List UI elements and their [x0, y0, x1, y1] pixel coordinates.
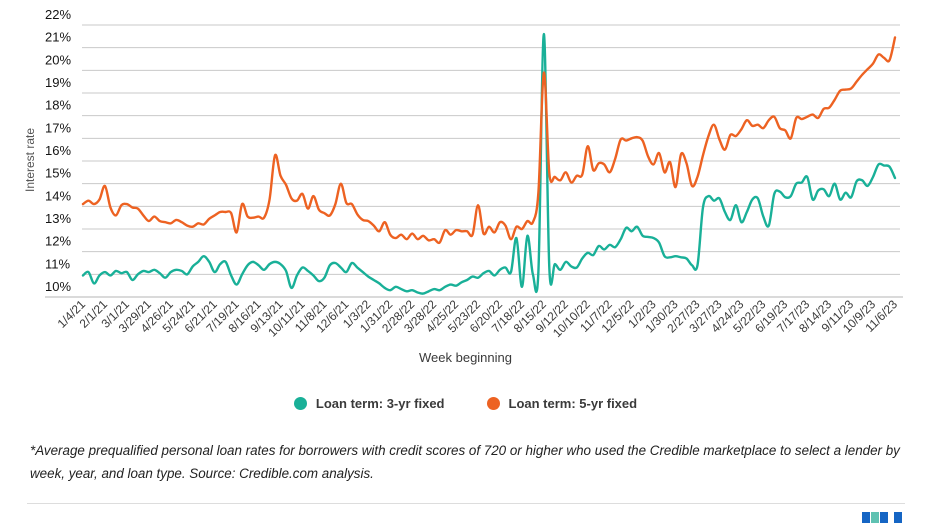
- footnote: *Average prequalified personal loan rate…: [30, 443, 900, 481]
- svg-text:19%: 19%: [45, 75, 71, 90]
- y-axis-title: Interest rate: [23, 127, 37, 193]
- footer-divider: [27, 503, 905, 504]
- x-axis-title: Week beginning: [419, 350, 512, 365]
- legend-dot-3yr-icon: [293, 397, 307, 410]
- legend-item-3yr: Loan term: 3-yr fixed: [293, 396, 445, 411]
- gridlines: [45, 24, 903, 298]
- logo-bar: [880, 512, 888, 523]
- chart-legend: Loan term: 3-yr fixed Loan term: 5-yr fi…: [0, 396, 931, 411]
- svg-text:18%: 18%: [45, 98, 71, 113]
- svg-text:12%: 12%: [45, 234, 71, 249]
- svg-text:11%: 11%: [45, 256, 70, 271]
- svg-text:15%: 15%: [45, 166, 71, 181]
- svg-text:10%: 10%: [45, 279, 71, 294]
- svg-text:17%: 17%: [45, 120, 71, 135]
- logo-bar: [871, 512, 879, 523]
- svg-text:21%: 21%: [45, 30, 71, 45]
- svg-text:16%: 16%: [45, 143, 71, 158]
- rate-line-chart: 22% 21% 20% 19% 18% 17% 16% 15% 14% 13% 12% 11% 10% 1…: [45, 7, 903, 340]
- series-line-3yr: [81, 32, 897, 295]
- credible-logo-icon: [862, 512, 903, 523]
- legend-item-5yr: Loan term: 5-yr fixed: [486, 396, 638, 411]
- svg-text:22%: 22%: [45, 7, 71, 22]
- x-axis-labels: 1/4/212/1/213/1/213/29/214/26/215/24/216…: [55, 297, 901, 340]
- logo-bar: [862, 512, 870, 523]
- svg-text:14%: 14%: [45, 188, 71, 203]
- series-line-5yr: [81, 36, 897, 245]
- svg-text:13%: 13%: [45, 211, 71, 226]
- y-axis-labels: 22% 21% 20% 19% 18% 17% 16% 15% 14% 13% 12% 11% 10%: [45, 7, 71, 294]
- legend-label-3yr: Loan term: 3-yr fixed: [315, 396, 445, 411]
- legend-label-5yr: Loan term: 5-yr fixed: [508, 396, 638, 411]
- svg-text:20%: 20%: [45, 52, 71, 67]
- legend-dot-5yr-icon: [486, 397, 500, 410]
- logo-bar: [894, 512, 902, 523]
